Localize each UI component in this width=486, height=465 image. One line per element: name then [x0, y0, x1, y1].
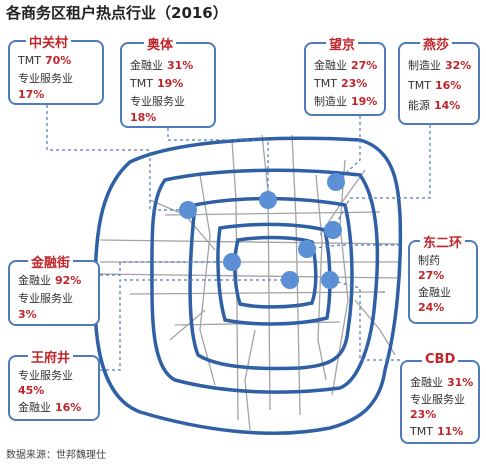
dot-wangfujing — [281, 271, 299, 289]
row-1: TMT 19% — [130, 77, 184, 90]
road-network — [99, 134, 401, 431]
row-0: 金融业 92% — [18, 274, 82, 287]
district-name: 金融街 — [28, 252, 74, 271]
row-1-label: 专业服务业 — [410, 393, 465, 406]
chart-title: 各商务区租户热点行业（2016） — [6, 4, 228, 22]
district-dots — [179, 173, 345, 289]
district-name: 燕莎 — [420, 34, 453, 53]
row-0: 金融业 27% — [314, 59, 378, 72]
row-0-value: 45% — [18, 384, 45, 397]
row-0-label: 专业服务业 — [18, 369, 73, 382]
row-1-label: 专业服务业 — [18, 72, 73, 85]
row-1-value: 17% — [18, 88, 45, 101]
district-box-wangjing: 望京 金融业 27% TMT 23% 制造业 19% — [304, 34, 386, 116]
row-1: 金融业 16% — [18, 401, 82, 414]
row-1-label: 金融业 — [418, 286, 451, 299]
dot-zhongguancun — [179, 201, 197, 219]
row-0: TMT 70% — [18, 54, 72, 67]
ring-roads — [93, 136, 403, 435]
district-name: 望京 — [326, 34, 359, 53]
district-name: 中关村 — [26, 32, 72, 51]
row-0: 金融业 31% — [130, 59, 194, 72]
row-1-label: 专业服务业 — [18, 292, 73, 305]
district-box-cbd: CBD 金融业 31% 专业服务业 23% TMT 11% — [400, 352, 480, 444]
dot-wangjing — [327, 173, 345, 191]
dot-aoti — [259, 191, 277, 209]
row-2-label: 专业服务业 — [130, 95, 185, 108]
row-2: TMT 11% — [410, 425, 464, 438]
district-box-aoti: 奥体 金融业 31% TMT 19% 专业服务业 18% — [120, 34, 216, 128]
dot-cbd — [321, 271, 339, 289]
row-0-value: 27% — [418, 269, 445, 282]
row-1-value: 23% — [410, 408, 437, 421]
district-name: 王府井 — [28, 347, 74, 366]
district-box-jinrongjie: 金融街 金融业 92% 专业服务业 3% — [8, 252, 100, 326]
district-box-dongerhuan: 东二环 制药 27% 金融业 24% — [408, 232, 478, 324]
row-1: TMT 16% — [408, 79, 462, 92]
row-0: 金融业 31% — [410, 376, 474, 389]
dot-jinrongjie — [223, 253, 241, 271]
dot-yansha — [324, 221, 342, 239]
district-box-yansha: 燕莎 制造业 32% TMT 16% 能源 14% — [398, 34, 480, 125]
district-name: 东二环 — [420, 232, 466, 251]
row-1-value: 3% — [18, 308, 37, 321]
row-1: TMT 23% — [314, 77, 368, 90]
row-0: 制造业 32% — [408, 59, 472, 72]
row-0-label: 制药 — [418, 254, 440, 267]
dot-dongerhuan — [298, 240, 316, 258]
district-name: CBD — [422, 352, 459, 367]
row-2: 能源 14% — [408, 99, 461, 112]
row-2: 制造业 19% — [314, 95, 378, 108]
district-box-wangfujing: 王府井 专业服务业 45% 金融业 16% — [8, 347, 100, 421]
district-box-zhongguancun: 中关村 TMT 70% 专业服务业 17% — [8, 32, 104, 105]
row-1-value: 24% — [418, 301, 445, 314]
district-name: 奥体 — [144, 34, 177, 53]
row-2-value: 18% — [130, 111, 157, 124]
leader-lines — [46, 105, 431, 371]
source-note: 数据来源：世邦魏理仕 — [6, 450, 106, 461]
